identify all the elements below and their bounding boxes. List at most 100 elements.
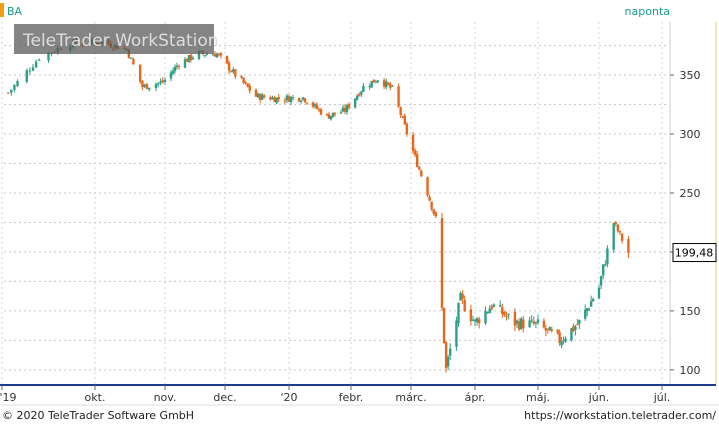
candle-body (347, 104, 351, 108)
candle (420, 169, 423, 177)
candle-body (254, 89, 258, 97)
candle (275, 97, 278, 105)
y-tick-label: 100 (680, 364, 701, 377)
candle-body (217, 53, 221, 55)
candle-body (585, 308, 589, 312)
candle (289, 96, 293, 106)
candle-body (263, 95, 266, 98)
candle (574, 324, 577, 336)
candle-body (444, 342, 448, 369)
candle-body (248, 85, 251, 91)
candle (129, 57, 133, 59)
candle (484, 306, 487, 326)
candle-body (564, 338, 567, 342)
candle-body (232, 69, 235, 72)
candle-body (434, 212, 437, 217)
candle (387, 82, 390, 86)
candle (517, 317, 521, 332)
candle (469, 304, 473, 326)
candle (311, 101, 315, 109)
candle (177, 64, 181, 70)
candle-body (353, 98, 357, 108)
candle-body (492, 304, 496, 307)
candle-body (606, 248, 609, 265)
candle (614, 220, 617, 227)
candle (418, 165, 421, 171)
candle (473, 318, 477, 327)
candle (183, 57, 187, 69)
candle-body (242, 77, 245, 83)
candle-body (522, 319, 525, 329)
candle (602, 264, 605, 280)
candle (530, 315, 533, 323)
candle (175, 62, 179, 70)
candle (319, 107, 323, 116)
candle-body (486, 312, 489, 314)
candle-body (154, 84, 158, 88)
candle (515, 319, 519, 328)
candle-body (405, 123, 409, 135)
candle (339, 109, 343, 114)
candle-body (426, 177, 429, 196)
x-tick-label: febr. (339, 391, 364, 404)
candle-body (530, 319, 533, 321)
candle-body (507, 313, 510, 316)
candle-body (173, 66, 177, 72)
candle-body (618, 231, 622, 233)
candle-body (544, 328, 548, 331)
candle (513, 308, 517, 332)
candle-body (225, 55, 229, 64)
candle-body (499, 305, 502, 307)
candle-body (528, 320, 531, 328)
candle (161, 77, 164, 84)
candle-body (415, 154, 419, 167)
candle-body (401, 116, 404, 118)
candle-body (484, 310, 487, 324)
candle-body (269, 97, 272, 100)
candle (505, 311, 508, 321)
candle-body (260, 94, 264, 100)
candle-body (420, 170, 423, 177)
candle-body (289, 97, 293, 103)
candle (333, 112, 337, 117)
candle-body (503, 312, 506, 316)
candle (159, 78, 162, 86)
footer-url[interactable]: https://workstation.teletrader.com/ (524, 409, 716, 422)
candle (317, 107, 321, 113)
candle (532, 316, 535, 326)
candle (356, 93, 359, 101)
candles (7, 36, 630, 373)
interval-label: naponta (625, 5, 670, 18)
candle (362, 83, 365, 93)
candle-body (197, 51, 201, 60)
candle (499, 300, 502, 307)
candle-body (457, 302, 460, 324)
candle-body (473, 319, 477, 322)
candle (215, 52, 219, 59)
candle-body (141, 80, 144, 88)
candle-body (391, 85, 394, 87)
candle (225, 55, 229, 65)
candle (430, 201, 433, 212)
candle-body (612, 222, 615, 250)
candle (618, 230, 622, 235)
y-tick-label: 150 (680, 305, 701, 318)
candle (258, 92, 262, 104)
candle-body (591, 299, 595, 302)
candle (360, 90, 363, 97)
candle-body (413, 150, 417, 156)
candle (299, 99, 303, 104)
candle-body (360, 91, 363, 95)
candle-body (227, 62, 231, 71)
candle-body (246, 83, 249, 87)
candle-body (143, 84, 146, 87)
candle (242, 77, 245, 85)
candle-body (488, 308, 491, 314)
candle (173, 64, 177, 74)
candle (315, 102, 319, 110)
candle-body (461, 293, 464, 299)
candle-body (191, 58, 195, 60)
candle-body (333, 112, 337, 115)
candle (301, 96, 305, 101)
